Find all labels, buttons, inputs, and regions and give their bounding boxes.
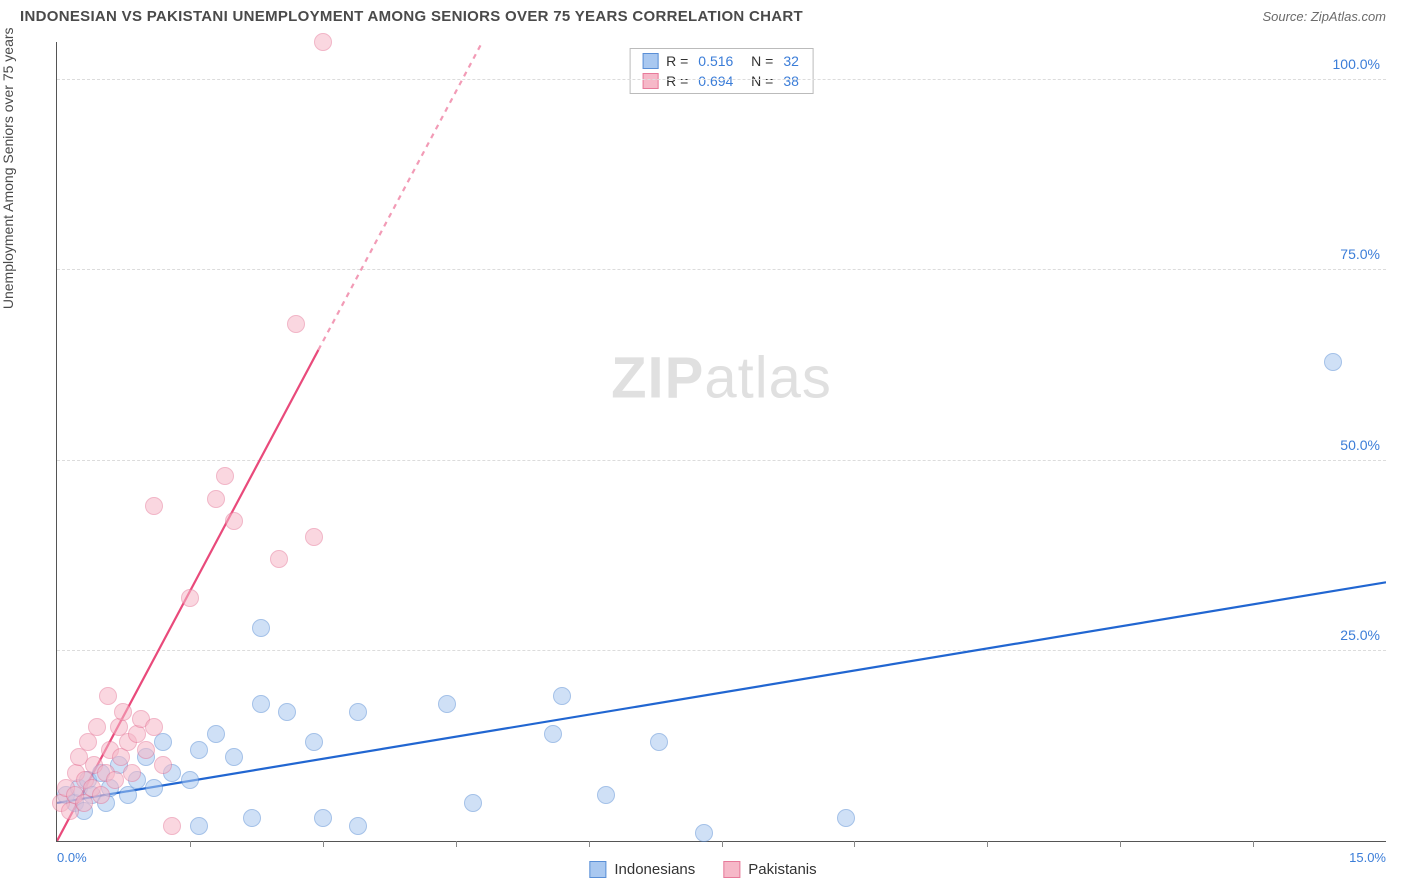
data-point: [305, 528, 323, 546]
data-point: [695, 824, 713, 842]
data-point: [207, 490, 225, 508]
data-point: [225, 512, 243, 530]
x-tick: [190, 841, 191, 847]
y-axis-label: Unemployment Among Seniors over 75 years: [0, 27, 16, 309]
x-tick: [456, 841, 457, 847]
x-tick-label: 0.0%: [57, 850, 87, 865]
data-point: [137, 741, 155, 759]
data-point: [154, 733, 172, 751]
data-point: [119, 786, 137, 804]
x-tick: [323, 841, 324, 847]
data-point: [99, 687, 117, 705]
data-point: [207, 725, 225, 743]
data-point: [243, 809, 261, 827]
data-point: [438, 695, 456, 713]
plot-area: ZIPatlas R = 0.516 N = 32R = 0.694 N = 3…: [56, 42, 1386, 842]
legend-row: R = 0.516 N = 32: [630, 51, 813, 71]
data-point: [252, 619, 270, 637]
watermark-bold: ZIP: [611, 345, 704, 410]
data-point: [314, 809, 332, 827]
data-point: [163, 817, 181, 835]
data-point: [597, 786, 615, 804]
data-point: [92, 786, 110, 804]
gridline: [57, 79, 1386, 80]
data-point: [278, 703, 296, 721]
legend-label: Indonesians: [614, 861, 695, 878]
data-point: [123, 764, 141, 782]
trend-lines: [57, 42, 1386, 841]
data-point: [270, 550, 288, 568]
data-point: [837, 809, 855, 827]
legend-n-value: 32: [783, 53, 799, 69]
data-point: [88, 718, 106, 736]
legend-row: R = 0.694 N = 38: [630, 71, 813, 91]
x-tick: [1120, 841, 1121, 847]
legend-swatch: [642, 53, 658, 69]
legend-n-value: 38: [783, 73, 799, 89]
data-point: [75, 794, 93, 812]
source-attribution: Source: ZipAtlas.com: [1262, 9, 1386, 24]
data-point: [190, 817, 208, 835]
data-point: [181, 771, 199, 789]
y-tick-label: 100.0%: [1333, 56, 1380, 72]
data-point: [145, 718, 163, 736]
data-point: [349, 703, 367, 721]
x-tick: [722, 841, 723, 847]
chart-title: INDONESIAN VS PAKISTANI UNEMPLOYMENT AMO…: [20, 8, 803, 25]
y-tick-label: 25.0%: [1340, 627, 1380, 643]
legend-r-label: R =: [666, 73, 688, 89]
y-tick-label: 50.0%: [1340, 437, 1380, 453]
data-point: [154, 756, 172, 774]
series-legend: Indonesians Pakistanis: [589, 861, 816, 878]
watermark-light: atlas: [704, 345, 832, 410]
data-point: [145, 779, 163, 797]
data-point: [1324, 353, 1342, 371]
legend-swatch: [642, 73, 658, 89]
data-point: [349, 817, 367, 835]
data-point: [79, 733, 97, 751]
data-point: [225, 748, 243, 766]
legend-item: Indonesians: [589, 861, 695, 878]
legend-item: Pakistanis: [723, 861, 816, 878]
x-tick: [589, 841, 590, 847]
chart-container: Unemployment Among Seniors over 75 years…: [46, 42, 1386, 842]
data-point: [650, 733, 668, 751]
data-point: [252, 695, 270, 713]
legend-swatch: [723, 861, 740, 878]
gridline: [57, 269, 1386, 270]
x-tick: [987, 841, 988, 847]
data-point: [287, 315, 305, 333]
legend-r-label: R =: [666, 53, 688, 69]
legend-n-label: N =: [743, 73, 773, 89]
data-point: [114, 703, 132, 721]
data-point: [553, 687, 571, 705]
correlation-legend: R = 0.516 N = 32R = 0.694 N = 38: [629, 48, 814, 94]
y-tick-label: 75.0%: [1340, 246, 1380, 262]
data-point: [544, 725, 562, 743]
data-point: [216, 467, 234, 485]
legend-r-value: 0.516: [698, 53, 733, 69]
data-point: [106, 771, 124, 789]
legend-n-label: N =: [743, 53, 773, 69]
x-tick: [854, 841, 855, 847]
legend-swatch: [589, 861, 606, 878]
legend-r-value: 0.694: [698, 73, 733, 89]
legend-label: Pakistanis: [748, 861, 816, 878]
gridline: [57, 460, 1386, 461]
data-point: [314, 33, 332, 51]
data-point: [190, 741, 208, 759]
x-tick: [1253, 841, 1254, 847]
data-point: [181, 589, 199, 607]
data-point: [305, 733, 323, 751]
data-point: [464, 794, 482, 812]
x-tick-label: 15.0%: [1349, 850, 1386, 865]
watermark: ZIPatlas: [611, 344, 832, 411]
data-point: [145, 497, 163, 515]
gridline: [57, 650, 1386, 651]
